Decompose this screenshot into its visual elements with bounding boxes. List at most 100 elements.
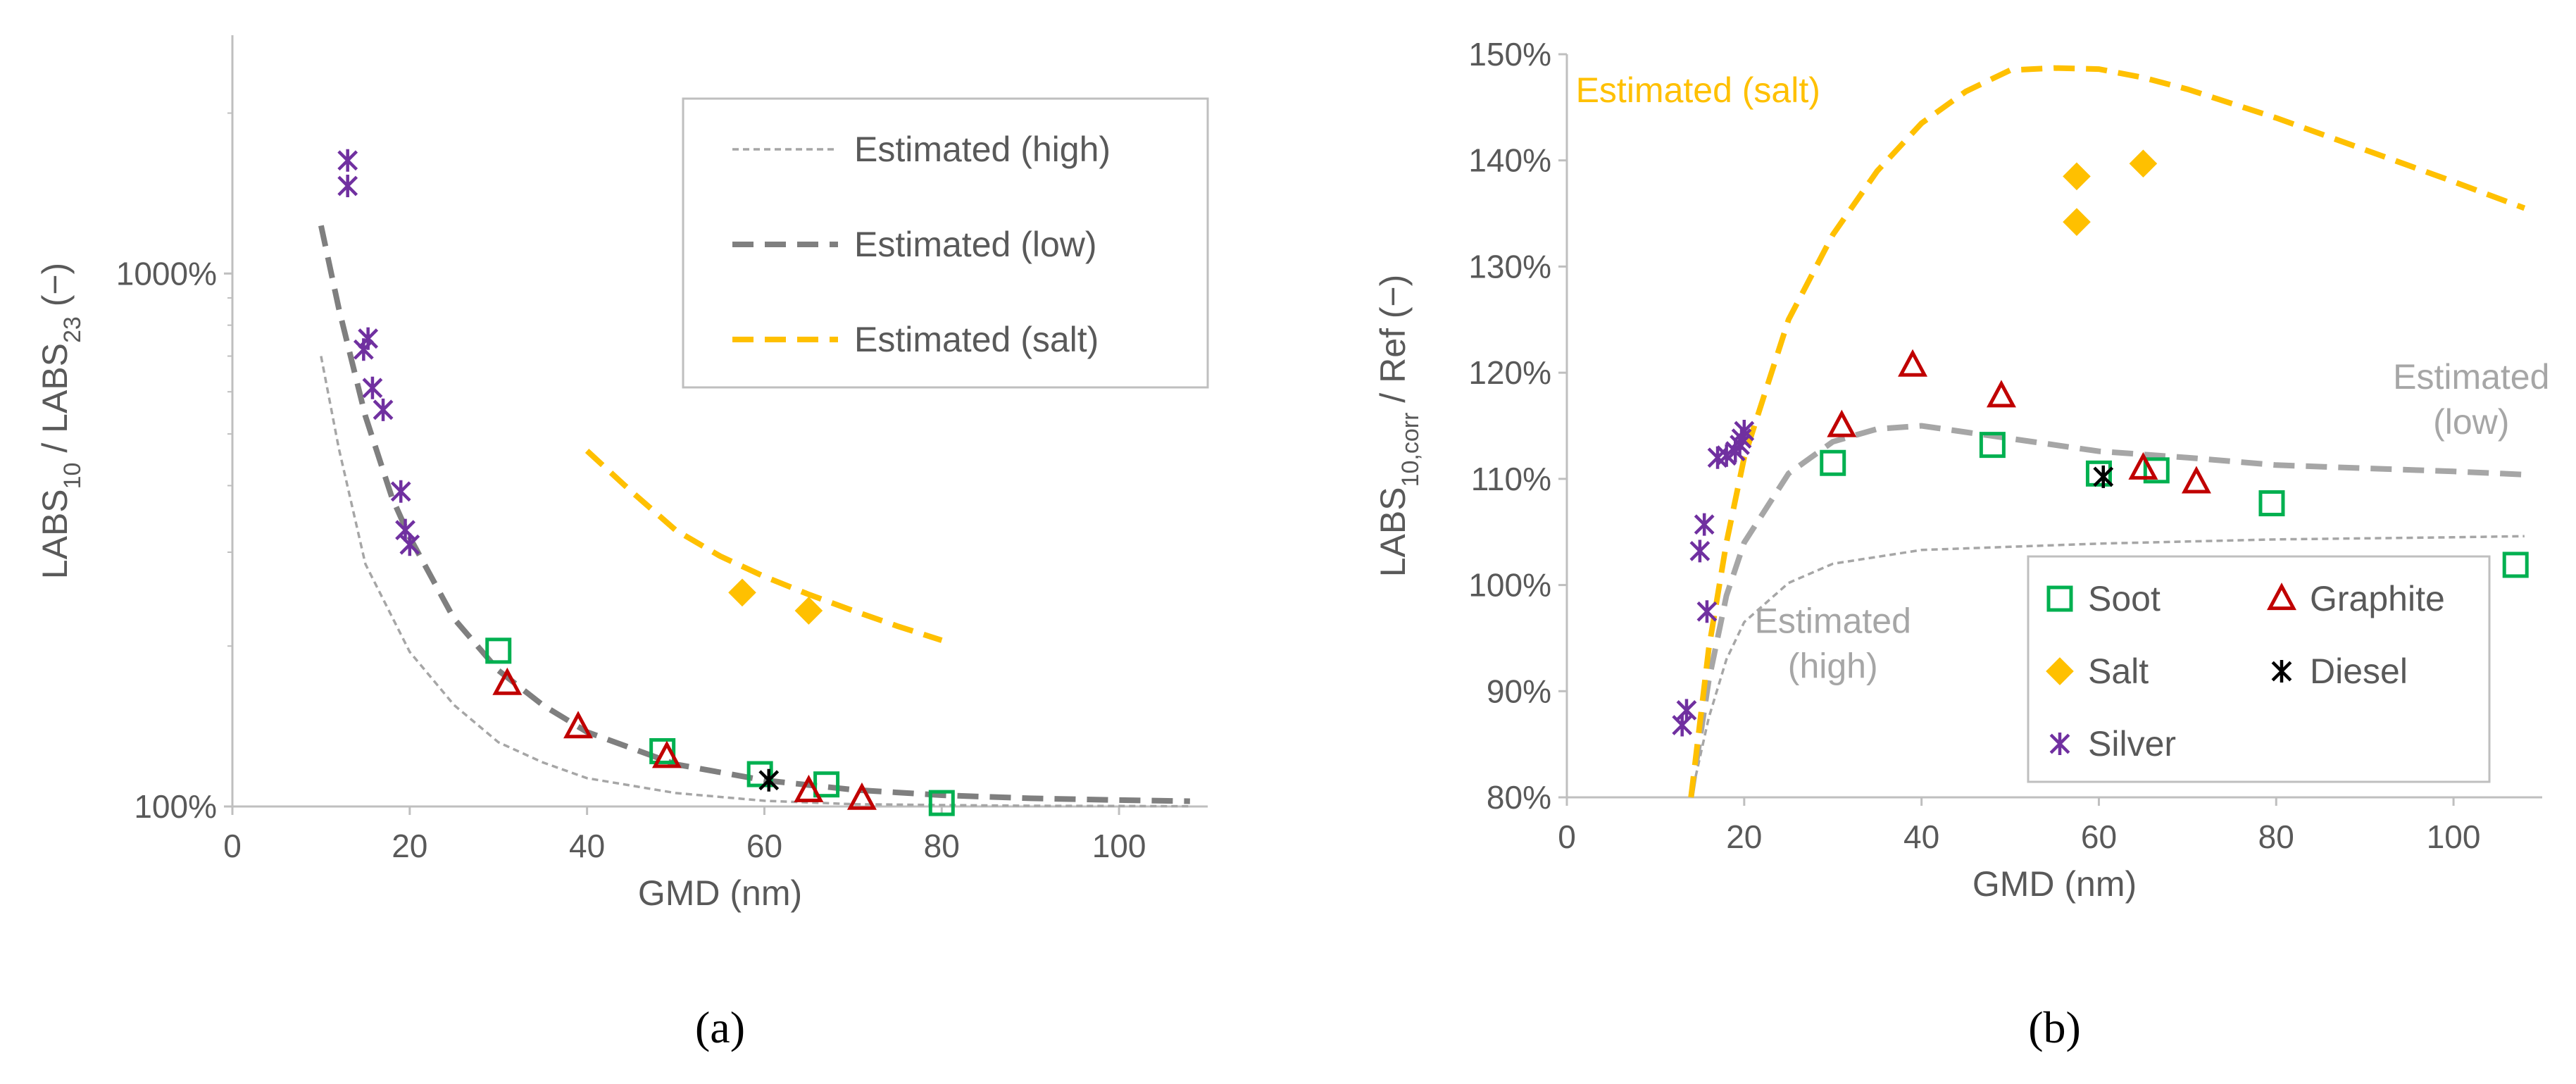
data-point-soot — [2502, 552, 2529, 578]
data-point-graphite — [2128, 451, 2158, 480]
data-point-silver — [362, 376, 383, 399]
legend-marker-salt — [2046, 657, 2074, 685]
legend: Soot Graphite Salt Diesel Silver — [2027, 555, 2491, 783]
annotation-text: Estimated — [2393, 357, 2549, 397]
annotation-text: Estimated — [1755, 601, 1911, 640]
legend-label: Silver — [2088, 724, 2176, 764]
legend-label: Graphite — [2310, 579, 2445, 618]
x-tick-label: 80 — [2258, 818, 2294, 855]
data-point-salt — [2063, 162, 2091, 191]
legend-label: Estimated (high) — [854, 130, 1111, 169]
legend-label: Estimated (salt) — [854, 320, 1099, 359]
x-tick-label: 60 — [746, 828, 782, 864]
legend-label: Salt — [2088, 652, 2149, 691]
data-point-soot — [2258, 490, 2285, 517]
data-point-soot — [746, 761, 773, 787]
data-point-salt — [2129, 149, 2158, 178]
data-point-silver — [358, 327, 379, 350]
data-point-silver — [373, 398, 394, 421]
x-tick-label: 100 — [1092, 828, 1146, 864]
series-line-estimated-low — [1688, 423, 2525, 798]
data-point-diesel — [2093, 465, 2114, 488]
data-point-silver — [399, 533, 420, 556]
annotation-text: Estimated (salt) — [1576, 70, 1820, 110]
series-line-estimated-salt — [584, 449, 943, 643]
data-point-graphite — [651, 740, 682, 768]
data-point-silver — [1696, 600, 1718, 623]
y-axis-label-subscript: 10 — [59, 463, 86, 490]
y-axis-label-part: / Ref (−) — [1373, 275, 1413, 413]
y-tick-label: 1000% — [116, 255, 217, 292]
data-point-soot — [813, 771, 840, 798]
data-point-soot — [2143, 457, 2170, 484]
y-axis-label-part: LABS — [35, 489, 75, 579]
x-tick-label: 60 — [2081, 818, 2117, 855]
y-tick-label: 110% — [1471, 461, 1551, 497]
data-point-silver — [337, 149, 358, 172]
y-axis-label: LABS10 / LABS23 (−) — [35, 263, 86, 579]
x-tick-label: 20 — [392, 828, 427, 864]
y-tick-label: 130% — [1468, 248, 1551, 285]
legend-label: Estimated (low) — [854, 225, 1097, 264]
y-tick-label: 100% — [1468, 567, 1551, 604]
legend-marker-diesel — [2271, 660, 2292, 683]
legend-marker-silver — [2049, 733, 2070, 755]
data-point-soot — [2085, 460, 2112, 487]
chart-panel-a: 0 20 40 60 80 100 100% 1000% GMD (nm) LABS10 / LA… — [35, 35, 1209, 1052]
y-axis-label-subscript: 10,corr — [1397, 413, 1424, 487]
data-point-silver — [1672, 714, 1693, 737]
series-line-estimated-salt — [1688, 65, 2526, 798]
series-line-estimated-low — [318, 225, 1190, 804]
x-tick-label: 40 — [1903, 818, 1939, 855]
x-tick-label: 0 — [1558, 818, 1576, 855]
data-point-graphite — [1986, 380, 2016, 408]
x-tick-label: 80 — [924, 828, 960, 864]
data-point-silver — [1689, 540, 1711, 563]
data-point-graphite — [794, 774, 824, 802]
y-tick-label: 80% — [1487, 779, 1551, 816]
data-point-graphite — [846, 782, 877, 810]
data-point-silver — [1694, 513, 1715, 536]
data-point-graphite — [492, 667, 523, 695]
legend-marker-soot — [2046, 585, 2073, 612]
data-point-diesel — [758, 768, 780, 792]
y-axis-label-part: / LABS — [35, 343, 75, 463]
x-tick-label: 40 — [569, 828, 605, 864]
series-line-estimated-high — [320, 356, 1190, 808]
data-point-salt — [794, 597, 823, 625]
x-tick-label: 0 — [223, 828, 242, 864]
chart-panel-b: 0 20 40 60 80 100 80% 90% 100% 110% 120% 130% 140% 15… — [1373, 36, 2549, 1052]
y-axis-label-subscript: 23 — [59, 316, 86, 343]
legend-label: Diesel — [2310, 652, 2408, 691]
legend-label: Soot — [2088, 579, 2161, 618]
data-point-graphite — [563, 711, 594, 739]
annotation-text: (low) — [2433, 402, 2509, 442]
data-point-salt — [728, 578, 756, 607]
data-point-soot — [1979, 432, 2006, 459]
y-tick-label: 120% — [1468, 354, 1551, 391]
y-tick-label: 140% — [1468, 142, 1551, 179]
panel-label: (a) — [695, 1002, 745, 1052]
y-axis-label-part: (−) — [35, 263, 75, 316]
x-tick-label: 100 — [2427, 818, 2481, 855]
data-point-soot — [928, 790, 955, 816]
data-point-graphite — [2181, 466, 2211, 494]
data-point-soot — [1820, 449, 1846, 476]
x-axis-label: GMD (nm) — [1972, 864, 2137, 904]
y-tick-label: 90% — [1487, 673, 1551, 709]
x-tick-label: 20 — [1726, 818, 1762, 855]
data-point-soot — [649, 737, 676, 764]
y-tick-label: 100% — [134, 788, 217, 825]
data-point-graphite — [1898, 349, 1928, 377]
data-point-graphite — [1827, 409, 1857, 437]
legend: Estimated (high) Estimated (low) Estimated… — [682, 97, 1209, 389]
data-point-soot — [485, 637, 512, 664]
data-point-silver — [1676, 699, 1697, 722]
data-point-silver — [390, 480, 411, 503]
y-axis-label-part: LABS — [1373, 487, 1413, 577]
data-point-silver — [1734, 420, 1755, 443]
annotation-text: (high) — [1788, 646, 1878, 685]
data-point-salt — [2063, 208, 2091, 236]
x-axis-label: GMD (nm) — [638, 873, 802, 913]
